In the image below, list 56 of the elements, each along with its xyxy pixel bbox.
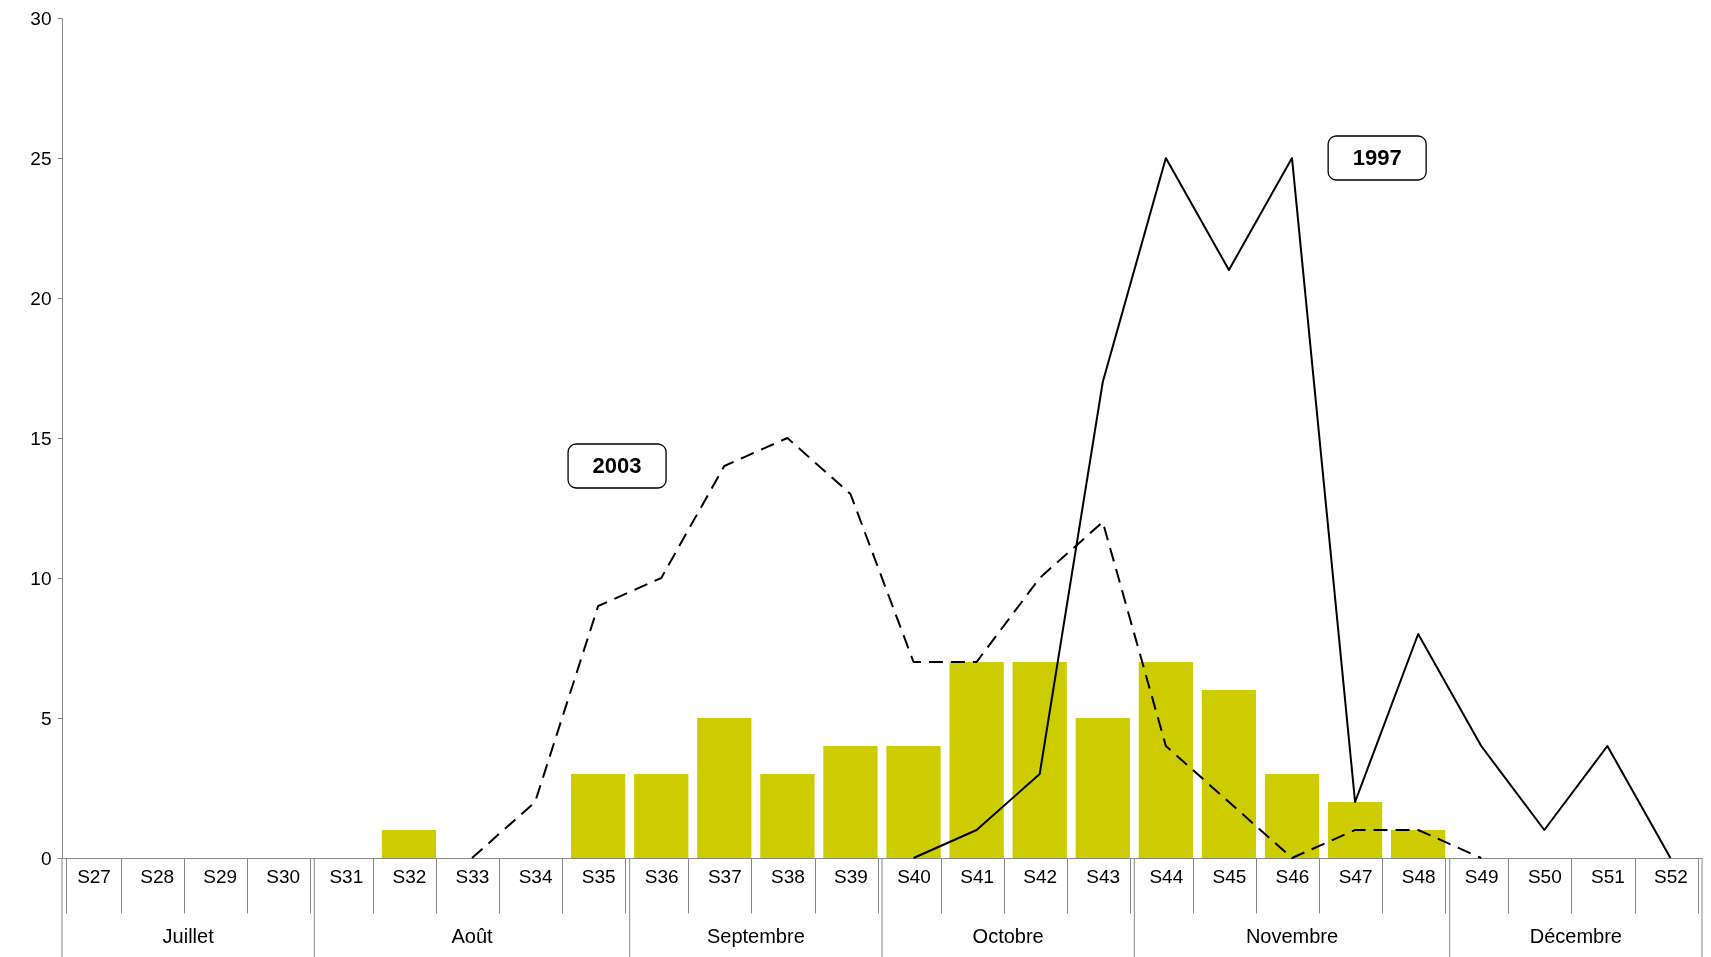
x-tick-label: S30 bbox=[266, 866, 301, 887]
x-tick-label: S33 bbox=[455, 866, 490, 887]
y-tick-label: 25 bbox=[30, 147, 52, 169]
x-tick-label: S44 bbox=[1149, 866, 1184, 887]
bar bbox=[1264, 774, 1320, 858]
x-tick-label: S37 bbox=[707, 866, 742, 887]
x-tick-label: S47 bbox=[1338, 866, 1373, 887]
bar bbox=[1391, 830, 1446, 858]
text: Septembre bbox=[706, 925, 805, 947]
y-tick-label: 5 bbox=[40, 707, 52, 729]
x-tick-label: S41 bbox=[960, 866, 995, 887]
x-tick-label: S27 bbox=[77, 866, 111, 887]
x-tick-label: S38 bbox=[770, 866, 805, 887]
text: 1997 bbox=[1352, 145, 1402, 170]
x-tick-label: S43 bbox=[1086, 866, 1121, 887]
x-tick-label: S51 bbox=[1590, 866, 1625, 887]
x-tick-label: S28 bbox=[140, 866, 175, 887]
x-tick-label: S48 bbox=[1401, 866, 1436, 887]
x-tick-label: S36 bbox=[644, 866, 679, 887]
x-tick-label: S46 bbox=[1275, 866, 1310, 887]
y-tick-label: 10 bbox=[30, 567, 52, 589]
x-tick-label: S29 bbox=[203, 866, 238, 887]
x-tick-label: S42 bbox=[1023, 866, 1058, 887]
x-tick-label: S34 bbox=[518, 866, 553, 887]
bar bbox=[760, 774, 815, 858]
bar bbox=[634, 774, 689, 858]
bar bbox=[1075, 718, 1130, 858]
bar bbox=[1012, 662, 1067, 858]
x-tick-label: S45 bbox=[1212, 866, 1247, 887]
x-tick-label: S50 bbox=[1527, 866, 1562, 887]
text: Novembre bbox=[1245, 925, 1339, 947]
x-tick-label: S52 bbox=[1654, 866, 1688, 887]
y-tick-label: 0 bbox=[40, 847, 52, 869]
text: Décembre bbox=[1529, 925, 1622, 947]
x-tick-label: S31 bbox=[329, 866, 364, 887]
y-tick-label: 20 bbox=[30, 287, 52, 309]
bar bbox=[1138, 662, 1193, 858]
bar bbox=[1327, 802, 1383, 858]
y-tick-label: 15 bbox=[30, 427, 52, 449]
text: 2003 bbox=[592, 453, 642, 478]
x-tick-label: S40 bbox=[897, 866, 931, 887]
bar bbox=[697, 718, 752, 858]
x-tick-label: S35 bbox=[581, 866, 616, 887]
bar bbox=[571, 774, 626, 858]
bar bbox=[949, 662, 1004, 858]
text: Juillet bbox=[162, 925, 215, 947]
bar bbox=[823, 746, 878, 858]
x-tick-label: S49 bbox=[1464, 866, 1499, 887]
bar bbox=[1201, 690, 1257, 858]
text: Octobre bbox=[972, 925, 1044, 947]
y-tick-label: 30 bbox=[30, 7, 52, 29]
x-tick-label: S39 bbox=[834, 866, 868, 887]
text: Août bbox=[451, 925, 494, 947]
bar bbox=[886, 746, 941, 858]
bar bbox=[381, 830, 437, 858]
x-tick-label: S32 bbox=[392, 866, 427, 887]
